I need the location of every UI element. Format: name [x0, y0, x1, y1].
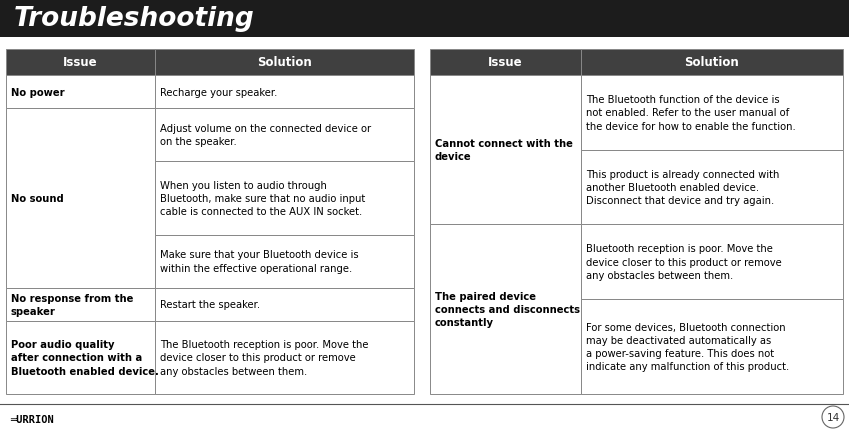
- Bar: [155, 288, 414, 321]
- Bar: [6, 288, 155, 321]
- Text: Adjust volume on the connected device or
on the speaker.: Adjust volume on the connected device or…: [160, 124, 371, 147]
- Bar: [581, 225, 843, 299]
- Bar: [155, 109, 414, 162]
- Text: Solution: Solution: [257, 56, 312, 69]
- Bar: [581, 76, 843, 150]
- Text: Recharge your speaker.: Recharge your speaker.: [160, 87, 278, 97]
- Bar: [581, 150, 843, 225]
- Bar: [430, 76, 581, 225]
- Text: For some devices, Bluetooth connection
may be deactivated automatically as
a pow: For some devices, Bluetooth connection m…: [586, 322, 789, 372]
- Bar: [155, 76, 414, 109]
- Text: 14: 14: [826, 412, 840, 422]
- Text: Issue: Issue: [488, 56, 523, 69]
- Text: Poor audio quality
after connection with a
Bluetooth enabled device.: Poor audio quality after connection with…: [11, 339, 159, 376]
- Text: The Bluetooth reception is poor. Move the
device closer to this product or remov: The Bluetooth reception is poor. Move th…: [160, 339, 368, 376]
- Bar: [430, 50, 581, 76]
- Text: Troubleshooting: Troubleshooting: [14, 6, 255, 32]
- Bar: [581, 50, 843, 76]
- Bar: [6, 76, 155, 109]
- Bar: [6, 50, 155, 76]
- Text: No response from the
speaker: No response from the speaker: [11, 293, 133, 316]
- Bar: [155, 50, 414, 76]
- Text: Bluetooth reception is poor. Move the
device closer to this product or remove
an: Bluetooth reception is poor. Move the de…: [586, 244, 781, 280]
- Bar: [581, 299, 843, 394]
- Text: Solution: Solution: [684, 56, 739, 69]
- Bar: [430, 225, 581, 394]
- Text: The paired device
connects and disconnects
constantly: The paired device connects and disconnec…: [435, 291, 580, 328]
- Bar: [0, 0, 849, 38]
- Bar: [6, 321, 155, 394]
- Bar: [155, 162, 414, 235]
- Text: ═URRION: ═URRION: [10, 414, 53, 424]
- Text: When you listen to audio through
Bluetooth, make sure that no audio input
cable : When you listen to audio through Bluetoo…: [160, 180, 365, 217]
- Text: Restart the speaker.: Restart the speaker.: [160, 300, 260, 310]
- Text: Make sure that your Bluetooth device is
within the effective operational range.: Make sure that your Bluetooth device is …: [160, 250, 358, 273]
- Text: The Bluetooth function of the device is
not enabled. Refer to the user manual of: The Bluetooth function of the device is …: [586, 95, 796, 131]
- Circle shape: [822, 406, 844, 428]
- Bar: [155, 235, 414, 288]
- Text: This product is already connected with
another Bluetooth enabled device.
Disconn: This product is already connected with a…: [586, 169, 779, 206]
- Text: Issue: Issue: [63, 56, 98, 69]
- Text: No power: No power: [11, 87, 65, 97]
- Text: Cannot connect with the
device: Cannot connect with the device: [435, 139, 573, 162]
- Bar: [155, 321, 414, 394]
- Text: No sound: No sound: [11, 194, 64, 203]
- Bar: [6, 109, 155, 288]
